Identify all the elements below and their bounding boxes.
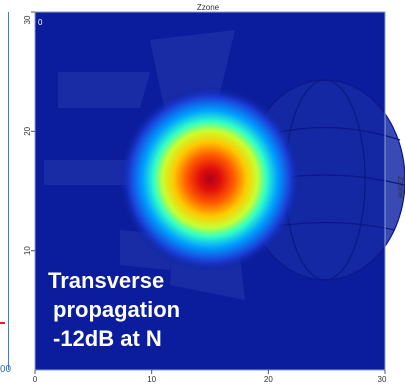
annotation-line-2: propagation xyxy=(53,297,181,322)
x-tick-label: 20 xyxy=(264,375,273,383)
chart-title: Zzone xyxy=(197,3,220,12)
left-chart-red-mark xyxy=(0,322,5,324)
left-chart-tick-fragment: 00 xyxy=(0,364,12,375)
x-tick-label: 30 xyxy=(378,375,387,383)
annotation-line-3: -12dB at N xyxy=(53,326,162,351)
y-tick-label: 30 xyxy=(23,15,32,24)
x-tick-label: 0 xyxy=(33,375,38,383)
hotspot-mark xyxy=(119,85,301,273)
annotation-line-1: Transverse xyxy=(48,268,165,293)
right-axis-label: Zzone xyxy=(396,176,405,199)
y-tick-label: 10 xyxy=(23,246,32,255)
annotation-text: Transverse propagation -12dB at N xyxy=(48,266,180,353)
left-chart-fragment: 00 xyxy=(0,0,14,383)
left-chart-frame xyxy=(0,12,9,370)
plot-border xyxy=(34,11,386,371)
y-tick-label: 20 xyxy=(23,126,32,135)
x-tick-label: 10 xyxy=(147,375,156,383)
corner-marker: 0 xyxy=(38,18,43,27)
